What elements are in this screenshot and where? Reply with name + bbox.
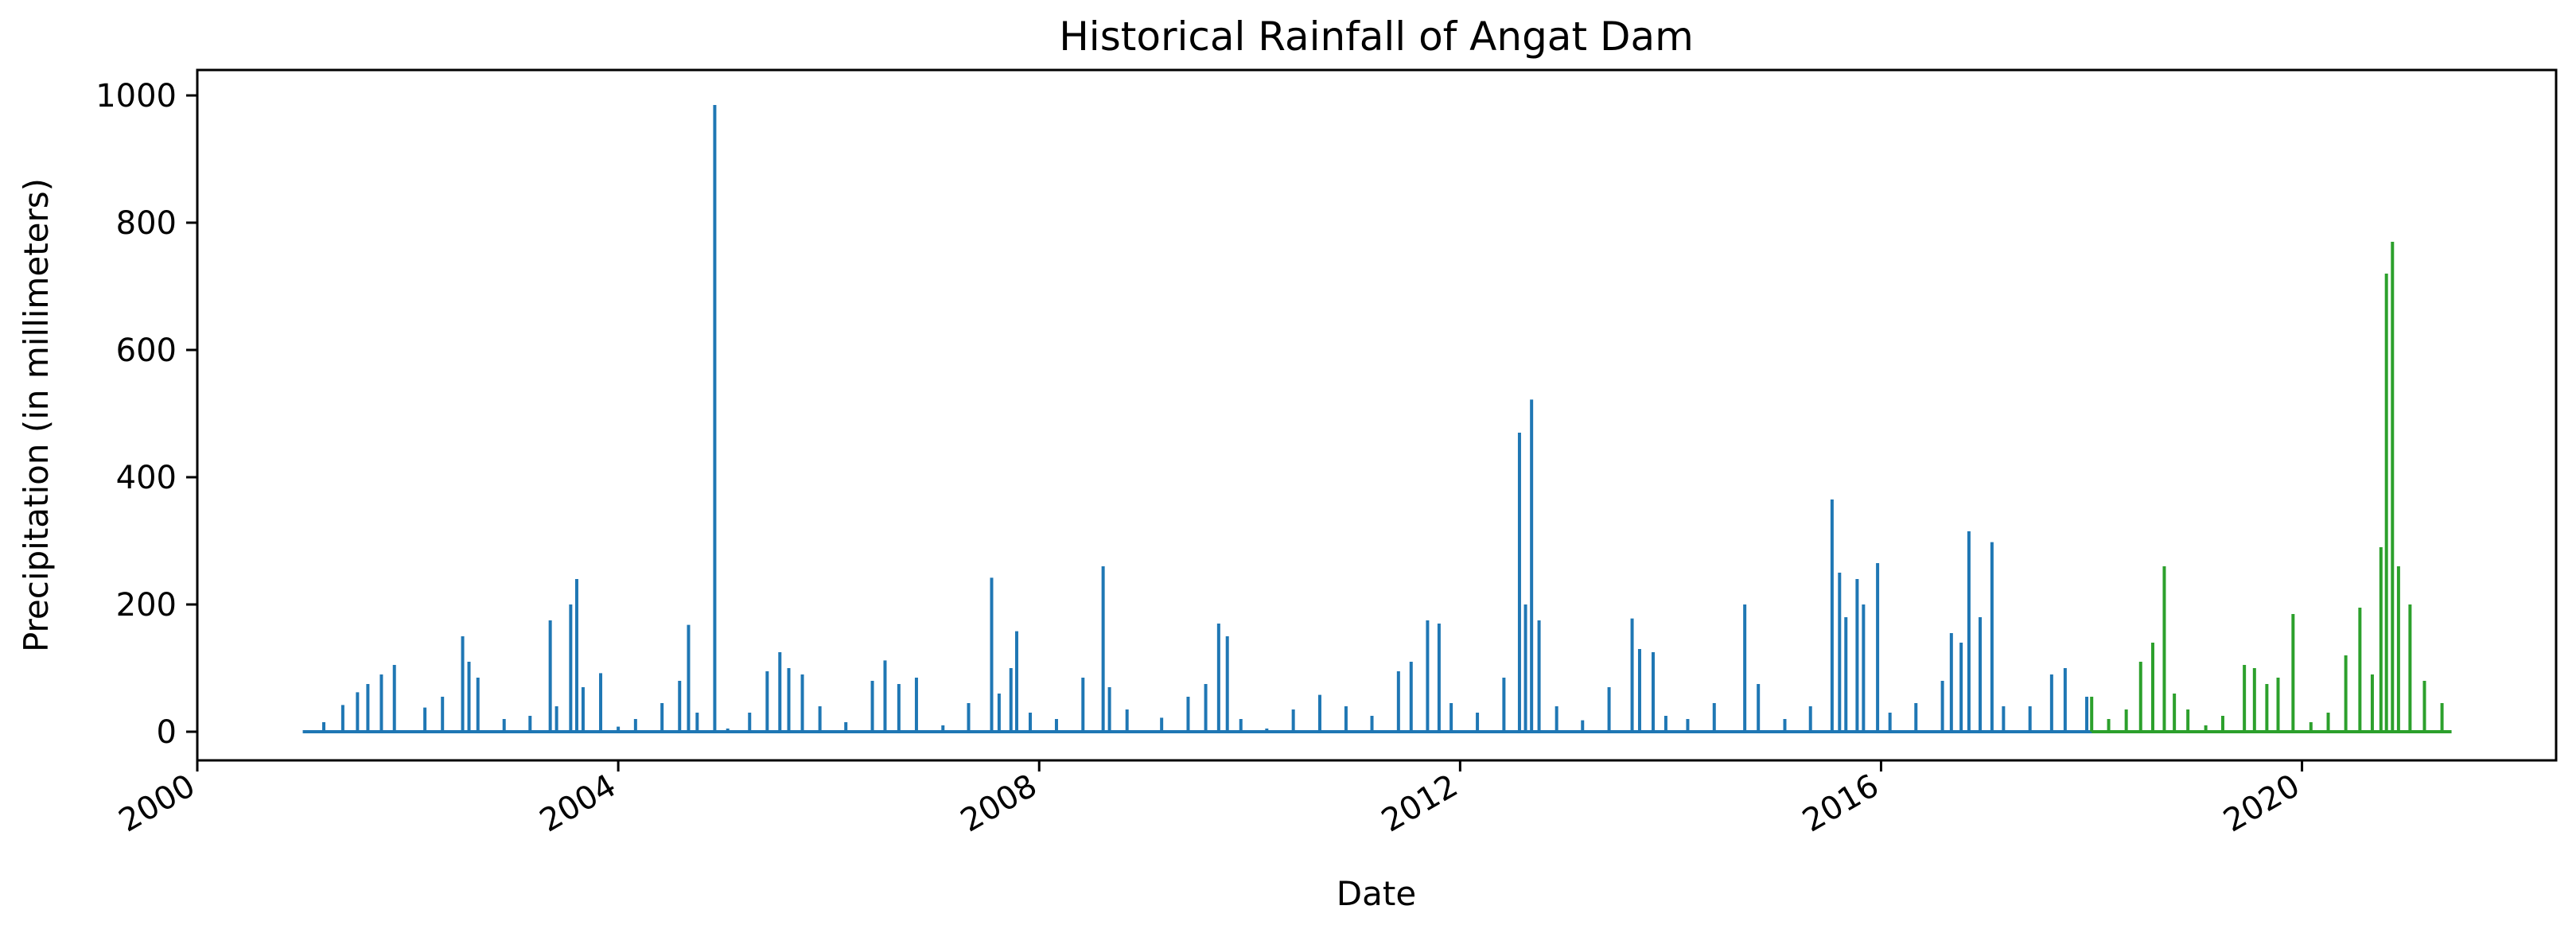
y-tick-label: 200 bbox=[116, 587, 177, 624]
y-axis: 0 200 400 600 800 1000 bbox=[95, 78, 197, 751]
series-1 bbox=[302, 105, 2097, 733]
y-tick-label: 800 bbox=[116, 205, 177, 242]
chart-title: Historical Rainfall of Angat Dam bbox=[1059, 14, 1694, 60]
x-tick-label: 2004 bbox=[534, 768, 622, 840]
series-2 bbox=[2090, 242, 2452, 733]
x-tick-label: 2016 bbox=[1796, 768, 1885, 840]
y-tick-label: 0 bbox=[157, 714, 177, 751]
x-axis: 2000 2004 2008 2012 2016 2020 bbox=[113, 760, 2306, 840]
x-tick-label: 2020 bbox=[2217, 768, 2306, 840]
y-tick-label: 400 bbox=[116, 460, 177, 496]
y-tick-label: 600 bbox=[116, 332, 177, 369]
plot-frame bbox=[196, 68, 2558, 762]
data-layer bbox=[302, 105, 2452, 733]
x-axis-label: Date bbox=[1337, 874, 1416, 913]
x-tick-label: 2012 bbox=[1376, 768, 1464, 840]
x-tick-label: 2008 bbox=[955, 768, 1043, 840]
y-axis-label: Precipitation (in millimeters) bbox=[17, 178, 56, 652]
x-tick-label: 2000 bbox=[113, 768, 201, 840]
y-tick-label: 1000 bbox=[95, 78, 177, 115]
